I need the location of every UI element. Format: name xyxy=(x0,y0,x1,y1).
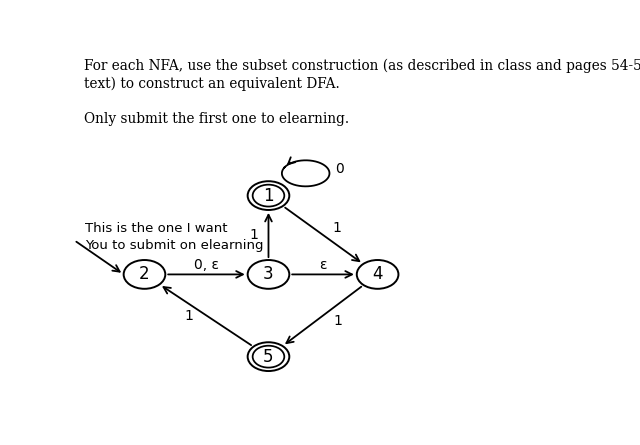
Text: 5: 5 xyxy=(263,348,274,366)
Circle shape xyxy=(253,185,284,206)
Circle shape xyxy=(124,260,165,289)
Text: text) to construct an equivalent DFA.: text) to construct an equivalent DFA. xyxy=(84,77,340,91)
Text: 1: 1 xyxy=(333,314,342,328)
Text: 0, ε: 0, ε xyxy=(194,258,219,272)
Circle shape xyxy=(248,181,289,210)
Circle shape xyxy=(356,260,399,289)
Circle shape xyxy=(248,260,289,289)
Text: 1: 1 xyxy=(185,308,193,323)
Text: 1: 1 xyxy=(249,228,258,242)
Text: 2: 2 xyxy=(139,265,150,283)
Text: Only submit the first one to elearning.: Only submit the first one to elearning. xyxy=(84,112,349,126)
Text: 1: 1 xyxy=(333,221,341,235)
Circle shape xyxy=(253,346,284,368)
Text: 0: 0 xyxy=(335,162,344,176)
Text: 4: 4 xyxy=(372,265,383,283)
Text: 1: 1 xyxy=(263,186,274,205)
Text: For each NFA, use the subset construction (as described in class and pages 54-58: For each NFA, use the subset constructio… xyxy=(84,59,640,73)
Text: This is the one I want
You to submit on elearning: This is the one I want You to submit on … xyxy=(85,222,264,252)
Text: ε: ε xyxy=(319,258,327,272)
Circle shape xyxy=(248,342,289,371)
Text: 3: 3 xyxy=(263,265,274,283)
